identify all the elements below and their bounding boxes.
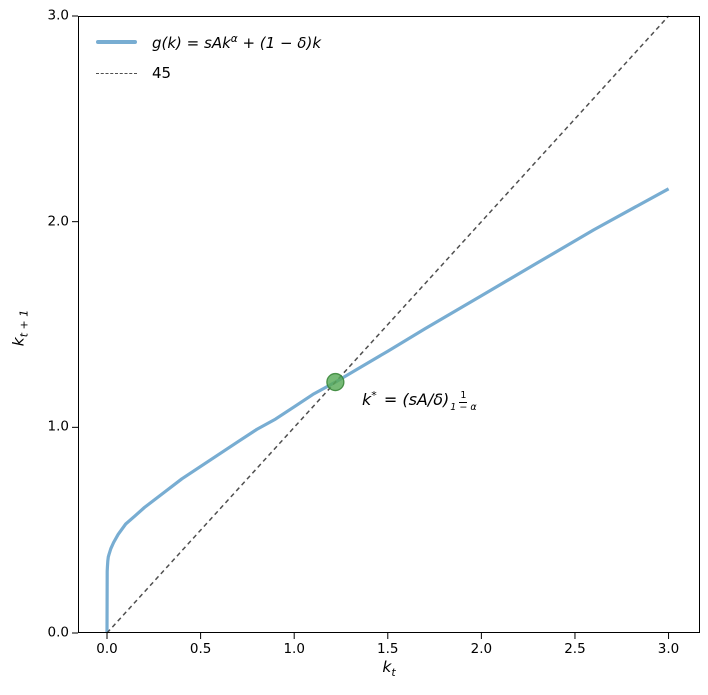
x-tick-label: 2.5 (564, 641, 586, 657)
forty-five-degree-line (106, 15, 670, 634)
y-tick-label: 0.0 (47, 624, 69, 641)
x-tick-label: 1.5 (377, 641, 399, 657)
legend: g(k) = sAkα + (1 − δ)k 45 (96, 31, 321, 84)
y-tick-label: 3.0 (47, 7, 69, 24)
legend-swatch-45-line (96, 72, 137, 74)
legend-label-45: 45 (152, 64, 172, 82)
y-tick-label: 2.0 (47, 212, 69, 229)
fixed-point-marker (326, 372, 345, 392)
x-tick-label: 1.0 (283, 641, 305, 657)
x-axis-label: kt (382, 658, 396, 680)
legend-swatch-gk-line (96, 40, 137, 44)
axes-spines (78, 16, 700, 633)
y-tick-label: 1.0 (47, 418, 69, 435)
legend-item-gk: g(k) = sAkα + (1 − δ)k (96, 31, 321, 53)
x-tick-label: 2.0 (470, 641, 493, 657)
legend-item-45: 45 (96, 62, 321, 84)
x-tick-label: 0.0 (96, 641, 118, 657)
fixed-point-annotation: k* = (sA/δ) 1 1 − α (362, 389, 477, 413)
x-tick-label: 3.0 (657, 641, 680, 657)
x-tick-label: 0.5 (189, 641, 212, 657)
y-axis-label: kt + 1 (9, 309, 31, 347)
legend-label-gk: g(k) = sAkα + (1 − δ)k (152, 32, 322, 52)
g-of-k-curve (105, 187, 670, 634)
